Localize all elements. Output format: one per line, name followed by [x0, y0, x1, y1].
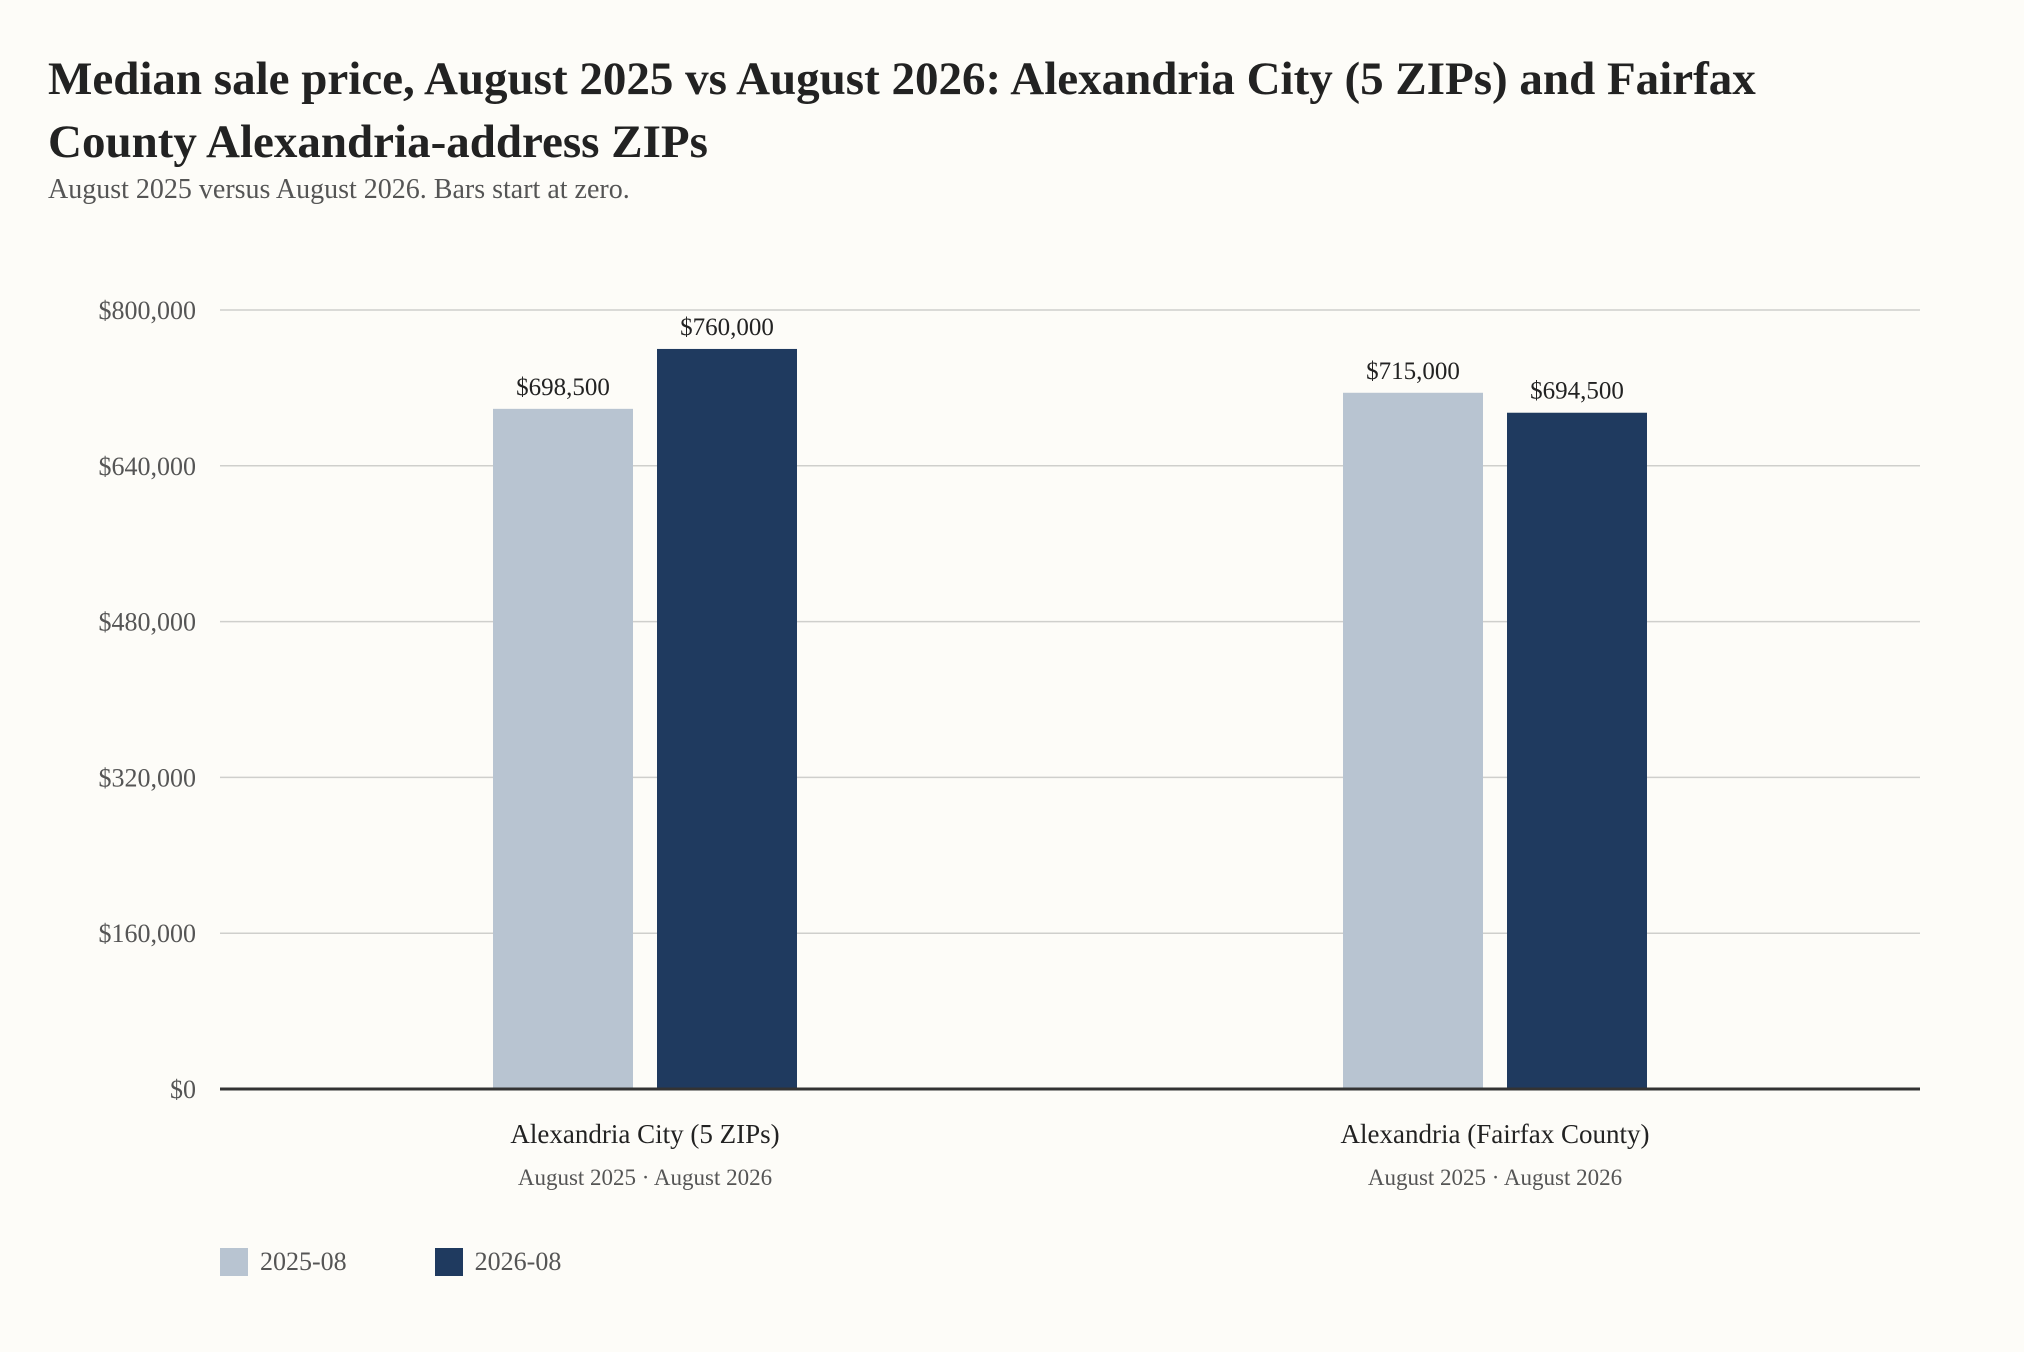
chart-title: Median sale price, August 2025 vs August…: [48, 53, 1756, 168]
bar: [1507, 412, 1647, 1090]
data-label: $694,500: [1530, 378, 1624, 405]
legend: 2025-08 2026-08: [220, 1247, 561, 1277]
y-tick-label: $640,000: [99, 452, 197, 481]
legend-item-2025: 2025-08: [220, 1247, 347, 1277]
data-label: $760,000: [680, 314, 774, 341]
bar: [657, 348, 797, 1089]
x-category-label: Alexandria (Fairfax County): [1341, 1119, 1650, 1149]
x-category-sublabel: August 2025 · August 2026: [1368, 1165, 1622, 1190]
legend-label-2025: 2025-08: [260, 1247, 347, 1276]
y-tick-label: $160,000: [99, 919, 197, 948]
y-tick-label: $800,000: [99, 296, 197, 325]
legend-swatch-2025: [220, 1248, 248, 1276]
bar: [1343, 392, 1483, 1089]
y-tick-label: $320,000: [99, 763, 197, 792]
legend-label-2026: 2026-08: [474, 1247, 562, 1276]
legend-item-2026: 2026-08: [434, 1247, 562, 1277]
y-tick-label: $0: [170, 1075, 196, 1104]
legend-swatch-2026: [434, 1248, 463, 1276]
bar: [493, 408, 633, 1089]
x-category-sublabel: August 2025 · August 2026: [518, 1165, 772, 1190]
chart-subtitle: August 2025 versus August 2026. Bars sta…: [48, 174, 630, 205]
data-label: $698,500: [516, 374, 610, 401]
x-category-label: Alexandria City (5 ZIPs): [510, 1119, 779, 1149]
y-tick-label: $480,000: [99, 608, 197, 637]
data-label: $715,000: [1366, 358, 1460, 385]
